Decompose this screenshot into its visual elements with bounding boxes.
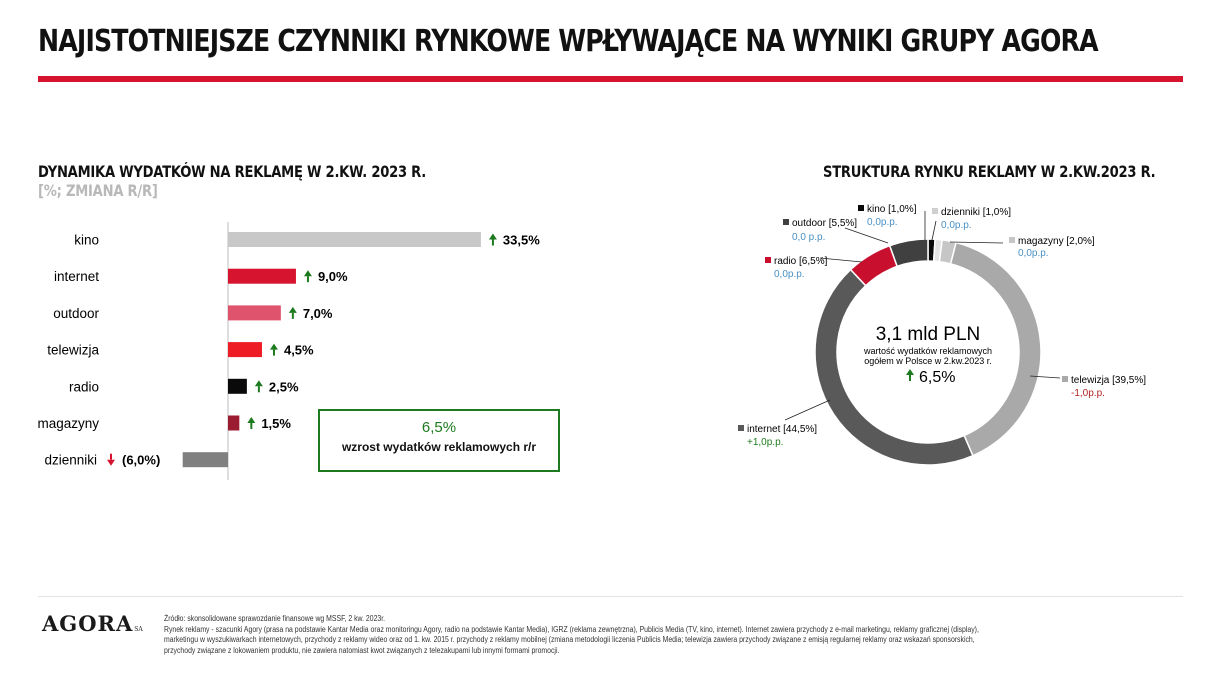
- slice-label: outdoor [5,5%]: [792, 218, 857, 229]
- arrow-up-icon: [488, 233, 497, 246]
- slice-outdoor: [888, 238, 929, 268]
- donut-center-growth: 6,5%: [919, 369, 955, 386]
- leader-line: [784, 399, 831, 421]
- arrow-up-icon: [288, 306, 297, 319]
- arrow-up-icon: [254, 380, 263, 393]
- footer-divider: [38, 596, 1183, 597]
- category-label: radio: [69, 379, 99, 394]
- footer-notes: Źródło: skonsolidowane sprawozdanie fina…: [164, 614, 979, 656]
- agora-logo: AGORASA: [42, 611, 143, 636]
- bar-dzienniki: [182, 452, 228, 468]
- arrow-up-icon: [303, 270, 312, 283]
- leader-line: [844, 227, 889, 244]
- footer-line: marketingu w wyszukiwarkach internetowyc…: [164, 635, 975, 644]
- slice-label: internet [44,5%]: [747, 424, 817, 435]
- leader-line: [819, 257, 863, 263]
- bar-outdoor: [228, 305, 281, 321]
- category-label: outdoor: [53, 306, 99, 321]
- leader-line: [949, 241, 1004, 244]
- footer-line: Rynek reklamy - szacunki Agory (prasa na…: [164, 624, 979, 634]
- bar-kino: [228, 232, 481, 247]
- category-label: kino: [74, 233, 99, 248]
- arrow-up-icon: [269, 343, 278, 356]
- slice-change: 0,0p.p.: [774, 269, 805, 280]
- slice-label: magazyny [2,0%]: [1018, 236, 1095, 247]
- legend-square: [858, 205, 864, 211]
- value-label: 33,5%: [503, 233, 540, 248]
- donut-center-value: 3,1 mld PLN: [876, 324, 981, 345]
- donut-center-line2: ogółem w Polsce w 2.kw.2023 r.: [864, 356, 992, 366]
- legend-square: [1062, 376, 1068, 382]
- slice-change: 0,0p.p.: [1018, 248, 1049, 259]
- slice-change: -1,0p.p.: [1071, 388, 1105, 399]
- bar-telewizja: [228, 342, 262, 358]
- arrow-down-icon: [107, 453, 115, 466]
- bar-magazyny: [228, 415, 240, 431]
- value-label: 7,0%: [303, 306, 333, 321]
- callout-text: wzrost wydatków reklamowych r/r: [341, 440, 537, 454]
- title-underline: [38, 76, 1183, 82]
- donut-center-line1: wartość wydatków reklamowych: [863, 346, 992, 356]
- bar-chart-title: DYNAMIKA WYDATKÓW NA REKLAMĘ W 2.KW. 202…: [38, 162, 427, 181]
- slice-label: kino [1,0%]: [867, 204, 917, 215]
- category-label: internet: [54, 269, 99, 284]
- slice-internet: [814, 268, 974, 466]
- footer-line: Źródło: skonsolidowane sprawozdanie fina…: [164, 614, 386, 623]
- leader-line: [1029, 375, 1061, 379]
- growth-callout: 6,5% wzrost wydatków reklamowych r/r: [318, 409, 560, 472]
- slice-change: 0,0p.p.: [941, 220, 972, 231]
- value-label: 1,5%: [261, 416, 291, 431]
- value-label: 4,5%: [284, 343, 314, 358]
- arrow-up-icon: [906, 369, 914, 381]
- bar-radio: [228, 378, 247, 394]
- slice-change: 0,0p.p.: [867, 217, 898, 228]
- page-title: NAJISTOTNIEJSZE CZYNNIKI RYNKOWE WPŁYWAJ…: [38, 24, 1099, 59]
- category-label: magazyny: [37, 416, 99, 431]
- footer-line: przychody związane z lokowaniem produktu…: [164, 645, 560, 655]
- legend-square: [932, 208, 938, 214]
- value-label: 2,5%: [269, 379, 299, 394]
- legend-square: [765, 257, 771, 263]
- slice-label: radio [6,5%]: [774, 256, 828, 267]
- slice-label: dzienniki [1,0%]: [941, 207, 1011, 218]
- bar-chart: kino 33,5% internet 9,0% outdoor 7,0% telewizj…: [37, 222, 540, 480]
- legend-square: [1009, 237, 1015, 243]
- legend-square: [738, 425, 744, 431]
- category-label: dzienniki: [44, 453, 97, 468]
- category-label: telewizja: [47, 343, 99, 358]
- callout-value: 6,5%: [421, 419, 457, 436]
- bar-chart-subtitle: [%; ZMIANA R/R]: [38, 181, 158, 200]
- slice-label: telewizja [39,5%]: [1071, 375, 1146, 386]
- value-label: (6,0%): [122, 453, 160, 468]
- leader-line: [931, 220, 937, 241]
- arrow-up-icon: [247, 417, 256, 429]
- bar-internet: [228, 268, 296, 284]
- slice-change: +1,0p.p.: [747, 437, 783, 448]
- value-label: 9,0%: [318, 269, 348, 284]
- slice-change: 0,0 p.p.: [792, 232, 825, 243]
- legend-square: [783, 219, 789, 225]
